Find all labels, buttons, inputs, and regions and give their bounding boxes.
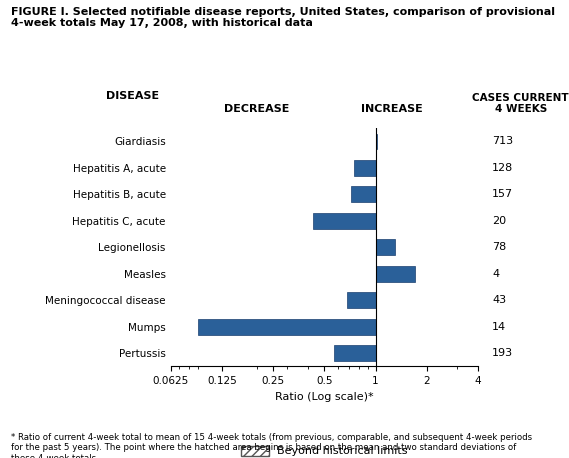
Text: 128: 128 [492, 163, 513, 173]
Text: 193: 193 [492, 348, 513, 358]
Bar [376, 240, 395, 255]
Legend: Beyond historical limits: Beyond historical limits [236, 441, 413, 458]
Text: 43: 43 [492, 295, 506, 305]
Bar [334, 345, 376, 361]
Text: 78: 78 [492, 242, 506, 252]
Text: 4: 4 [492, 269, 500, 279]
Bar [376, 266, 415, 282]
Text: 713: 713 [492, 136, 513, 147]
Text: INCREASE: INCREASE [361, 104, 423, 114]
X-axis label: Ratio (Log scale)*: Ratio (Log scale)* [275, 392, 374, 402]
Text: DISEASE: DISEASE [106, 91, 159, 101]
Bar [197, 319, 376, 335]
Text: 157: 157 [492, 190, 513, 199]
Bar [313, 213, 376, 229]
Text: 20: 20 [492, 216, 506, 226]
Bar [376, 134, 377, 149]
Bar [347, 292, 376, 308]
Text: * Ratio of current 4-week total to mean of 15 4-week totals (from previous, comp: * Ratio of current 4-week total to mean … [11, 433, 533, 458]
Bar [354, 160, 376, 176]
Text: FIGURE I. Selected notifiable disease reports, United States, comparison of prov: FIGURE I. Selected notifiable disease re… [11, 7, 555, 28]
Text: DECREASE: DECREASE [224, 104, 290, 114]
Text: CASES CURRENT
4 WEEKS: CASES CURRENT 4 WEEKS [472, 93, 569, 114]
Text: 14: 14 [492, 322, 506, 332]
Bar [351, 186, 376, 202]
